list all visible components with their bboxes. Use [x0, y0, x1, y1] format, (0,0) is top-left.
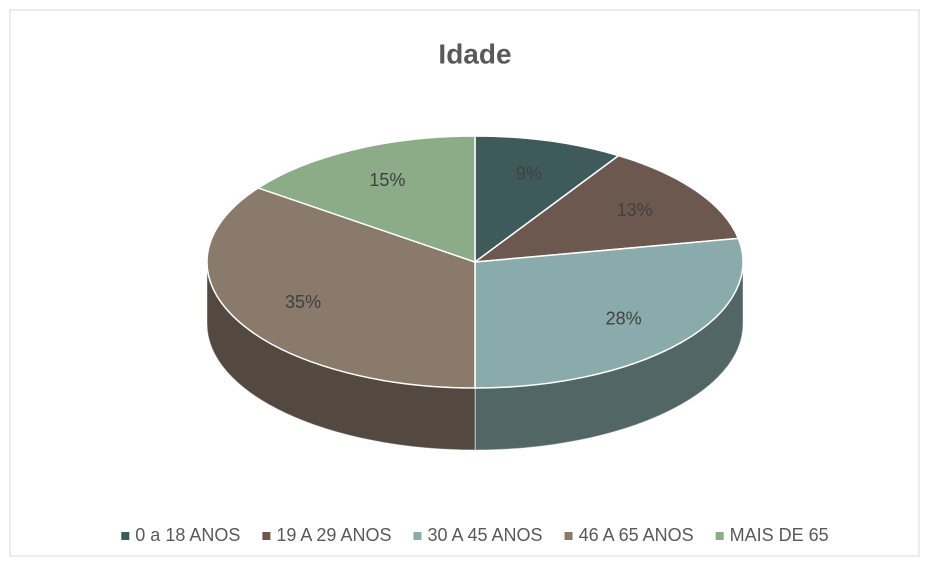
- legend-swatch: [715, 532, 724, 540]
- chart-title: Idade: [438, 38, 511, 69]
- legend-label: 19 A 29 ANOS: [276, 525, 391, 545]
- slice-side-shade: [207, 262, 475, 450]
- legend-swatch: [564, 532, 573, 540]
- data-label: 15%: [369, 170, 405, 190]
- slice: [472, 154, 740, 263]
- legend-swatch: [413, 532, 422, 540]
- slice: [474, 237, 744, 389]
- slice: [256, 135, 476, 264]
- data-label: 9%: [516, 164, 542, 184]
- legend-label: 30 A 45 ANOS: [427, 525, 542, 545]
- legend-label: 0 a 18 ANOS: [135, 525, 240, 545]
- legend-swatch: [121, 532, 130, 540]
- data-label: 13%: [617, 200, 653, 220]
- slice-side-shade: [475, 262, 743, 450]
- pie: 9% 13% 28% 35% 15%: [206, 135, 744, 451]
- slice: [474, 135, 621, 264]
- data-label: 28%: [606, 309, 642, 329]
- slice: [206, 187, 476, 389]
- data-label: 35%: [285, 292, 321, 312]
- legend-label: 46 A 65 ANOS: [579, 525, 694, 545]
- legend: 0 a 18 ANOS 19 A 29 ANOS 30 A 45 ANOS 46 A …: [121, 525, 829, 545]
- legend-swatch: [262, 532, 271, 540]
- legend-label: MAIS DE 65: [730, 525, 829, 545]
